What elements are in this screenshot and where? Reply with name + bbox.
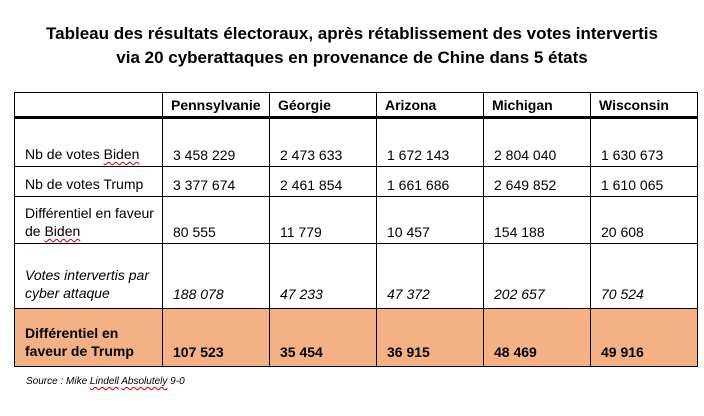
header-georgie: Géorgie (269, 92, 377, 118)
cell-biden-wisconsin: 1 630 673 (590, 116, 698, 167)
cell-final-wisconsin: 49 916 (590, 308, 698, 367)
table-row-biden-differential: Différentiel en faveur de Biden 80 555 1… (14, 196, 698, 244)
page-title: Tableau des résultats électoraux, après … (0, 22, 704, 70)
title-line-2: via 20 cyberattaques en provenance de Ch… (116, 48, 588, 67)
row-label-biden-differential: Différentiel en faveur de Biden (14, 196, 163, 244)
source-suffix: 9-0 (167, 376, 185, 387)
table-row-trump-differential: Différentiel en faveur de Trump 107 523 … (14, 308, 698, 367)
cell-final-georgie: 35 454 (269, 308, 377, 367)
cell-diff-wisconsin: 20 608 (590, 196, 698, 244)
header-corner-cell (14, 92, 163, 118)
header-michigan: Michigan (483, 92, 591, 118)
cell-final-michigan: 48 469 (483, 308, 591, 367)
cell-cyber-wisconsin: 70 524 (590, 243, 698, 309)
cell-final-arizona: 36 915 (376, 308, 484, 367)
cell-trump-georgie: 2 461 854 (269, 166, 377, 197)
row-label-trump-differential: Différentiel en faveur de Trump (14, 308, 163, 367)
title-line-1: Tableau des résultats électoraux, après … (46, 24, 658, 43)
row-label-cyber-votes: Votes intervertis par cyber attaque (14, 243, 163, 309)
results-table: Pennsylvanie Géorgie Arizona Michigan Wi… (14, 92, 698, 367)
header-arizona: Arizona (376, 92, 484, 118)
cell-cyber-michigan: 202 657 (483, 243, 591, 309)
cell-final-pennsylvanie: 107 523 (162, 308, 270, 367)
label-part-spellcheck: Biden (103, 146, 140, 162)
cell-biden-pennsylvanie: 3 458 229 (162, 116, 270, 167)
source-word: Absolutely (121, 376, 168, 387)
row-label-trump-votes: Nb de votes Trump (14, 166, 163, 197)
cell-cyber-pennsylvanie: 188 078 (162, 243, 270, 309)
source-name: Lindell (89, 376, 119, 387)
source-note: Source : Mike Lindell Absolutely 9-0 (26, 376, 185, 387)
cell-trump-michigan: 2 649 852 (483, 166, 591, 197)
cell-biden-arizona: 1 672 143 (376, 116, 484, 167)
source-prefix: Source : Mike (26, 376, 90, 387)
header-pennsylvanie: Pennsylvanie (162, 92, 270, 118)
cell-diff-pennsylvanie: 80 555 (162, 196, 270, 244)
cell-cyber-arizona: 47 372 (376, 243, 484, 309)
label-part-spellcheck: Biden (44, 223, 81, 239)
label-part: Nb de votes (25, 146, 104, 162)
cell-trump-arizona: 1 661 686 (376, 166, 484, 197)
table-row-biden-votes: Nb de votes Biden 3 458 229 2 473 633 1 … (14, 116, 698, 167)
cell-biden-georgie: 2 473 633 (269, 116, 377, 167)
cell-biden-michigan: 2 804 040 (483, 116, 591, 167)
table-row-trump-votes: Nb de votes Trump 3 377 674 2 461 854 1 … (14, 166, 698, 197)
cell-trump-wisconsin: 1 610 065 (590, 166, 698, 197)
cell-diff-michigan: 154 188 (483, 196, 591, 244)
cell-cyber-georgie: 47 233 (269, 243, 377, 309)
cell-trump-pennsylvanie: 3 377 674 (162, 166, 270, 197)
label-part: Différentiel en faveur de (25, 205, 154, 239)
cell-diff-georgie: 11 779 (269, 196, 377, 244)
table-row-cyber-votes: Votes intervertis par cyber attaque 188 … (14, 243, 698, 309)
row-label-biden-votes: Nb de votes Biden (14, 116, 163, 167)
header-row: Pennsylvanie Géorgie Arizona Michigan Wi… (14, 92, 698, 118)
cell-diff-arizona: 10 457 (376, 196, 484, 244)
header-wisconsin: Wisconsin (590, 92, 698, 118)
